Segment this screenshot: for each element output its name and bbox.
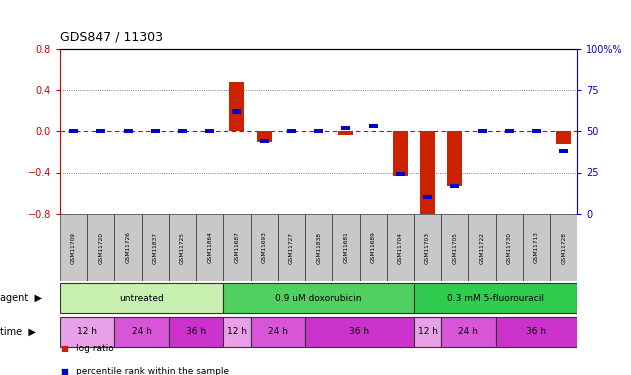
Bar [114,214,141,281]
Bar [169,316,223,347]
Bar [532,129,541,134]
Bar [447,131,463,186]
Bar [97,129,105,134]
Bar [60,214,87,281]
Text: GSM11705: GSM11705 [452,231,457,264]
Bar [369,124,377,128]
Text: GSM11713: GSM11713 [534,231,539,263]
Bar [496,316,577,347]
Text: 36 h: 36 h [526,327,546,336]
Bar [496,214,523,281]
Bar [338,131,353,135]
Text: GSM11681: GSM11681 [343,232,348,263]
Bar [230,82,244,131]
Text: 36 h: 36 h [350,327,370,336]
Text: GSM11722: GSM11722 [480,231,485,264]
Bar [69,129,78,134]
Bar [550,214,577,281]
Text: agent  ▶: agent ▶ [0,293,42,303]
Bar [251,316,305,347]
Bar [305,316,414,347]
Bar [251,214,278,281]
Text: 12 h: 12 h [77,327,97,336]
Bar [360,214,387,281]
Bar [441,214,468,281]
Bar [257,131,272,142]
Text: GSM11730: GSM11730 [507,231,512,264]
Bar [420,131,435,219]
Text: untreated: untreated [119,294,164,303]
Text: 0.9 uM doxorubicin: 0.9 uM doxorubicin [275,294,362,303]
Bar [559,149,569,153]
Text: 24 h: 24 h [268,327,288,336]
Text: GSM11703: GSM11703 [425,231,430,264]
Text: GSM11693: GSM11693 [262,231,267,263]
Bar [341,126,350,130]
Text: 24 h: 24 h [459,327,478,336]
Bar [60,283,223,314]
Text: GSM11726: GSM11726 [126,231,131,263]
Text: ■: ■ [60,344,68,353]
Bar [114,316,169,347]
Bar [232,110,242,114]
Bar [178,129,187,134]
Bar [223,283,414,314]
Text: GSM11864: GSM11864 [207,231,212,263]
Text: GSM11709: GSM11709 [71,231,76,264]
Text: 24 h: 24 h [132,327,151,336]
Bar [87,214,114,281]
Bar [423,195,432,200]
Text: GSM11727: GSM11727 [289,231,294,264]
Bar [451,184,459,188]
Bar [478,129,487,134]
Text: GSM11837: GSM11837 [153,231,158,264]
Text: 36 h: 36 h [186,327,206,336]
Text: percentile rank within the sample: percentile rank within the sample [76,367,229,375]
Bar [141,214,169,281]
Bar [151,129,160,134]
Text: GDS847 / 11303: GDS847 / 11303 [60,30,163,43]
Bar [333,214,360,281]
Text: GSM11704: GSM11704 [398,231,403,264]
Bar [387,214,414,281]
Bar [414,283,577,314]
Text: GSM11725: GSM11725 [180,231,185,264]
Bar [196,214,223,281]
Text: 0.3 mM 5-fluorouracil: 0.3 mM 5-fluorouracil [447,294,544,303]
Bar [287,129,296,134]
Bar [396,172,405,176]
Bar [169,214,196,281]
Bar [305,214,333,281]
Bar [414,214,441,281]
Bar [223,316,251,347]
Text: GSM11689: GSM11689 [370,231,375,263]
Text: GSM11687: GSM11687 [235,231,239,263]
Bar [468,214,496,281]
Bar [60,316,114,347]
Text: 12 h: 12 h [418,327,437,336]
Bar [393,131,408,176]
Bar [260,139,269,143]
Bar [124,129,133,134]
Text: 12 h: 12 h [227,327,247,336]
Bar [223,214,251,281]
Bar [278,214,305,281]
Bar [414,316,441,347]
Bar [441,316,496,347]
Bar [205,129,214,134]
Bar [523,214,550,281]
Bar [505,129,514,134]
Bar [314,129,323,134]
Text: GSM11728: GSM11728 [561,231,566,264]
Text: log ratio: log ratio [76,344,114,353]
Bar [557,131,571,144]
Text: GSM11838: GSM11838 [316,231,321,264]
Text: ■: ■ [60,367,68,375]
Text: time  ▶: time ▶ [0,327,36,337]
Text: GSM11720: GSM11720 [98,231,103,264]
